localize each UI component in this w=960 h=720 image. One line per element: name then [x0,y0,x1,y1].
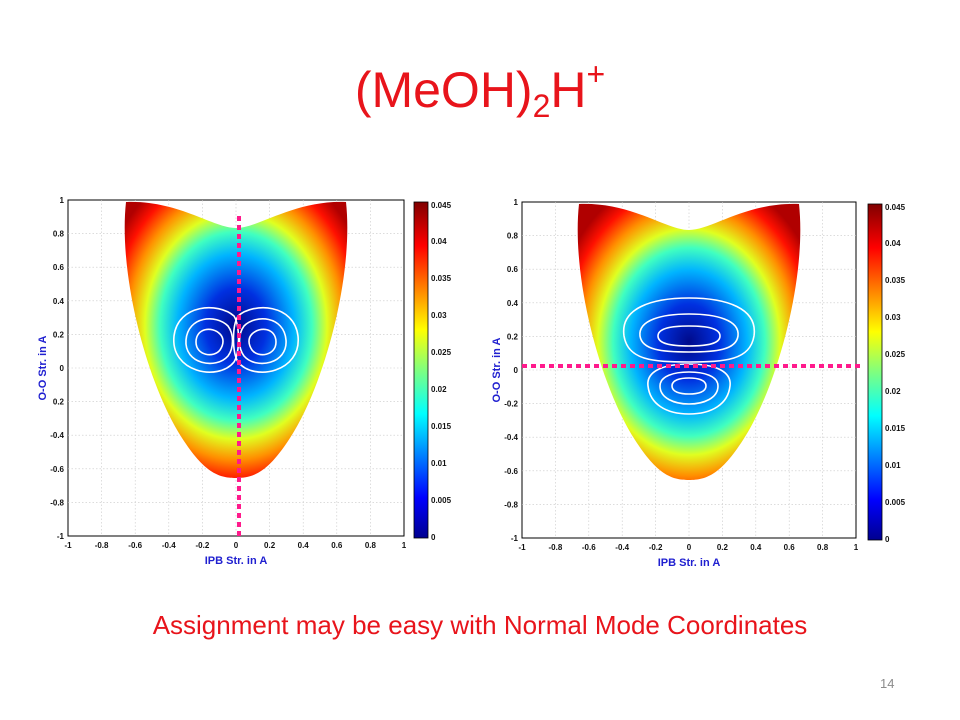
colorbar [413,201,429,539]
svg-text:0.01: 0.01 [431,459,447,468]
svg-text:0.045: 0.045 [885,203,906,212]
title-superscript: + [586,56,606,92]
svg-text:0.04: 0.04 [431,237,447,246]
svg-text:0.6: 0.6 [53,263,65,272]
slide-caption: Assignment may be easy with Normal Mode … [152,610,808,640]
svg-text:-1: -1 [518,543,526,552]
slide-title: (MeOH)2H+ [0,58,960,122]
svg-text:0.005: 0.005 [885,498,906,507]
svg-text:0.8: 0.8 [365,541,377,550]
svg-text:0.01: 0.01 [885,461,901,470]
svg-text:0.2: 0.2 [507,332,519,341]
svg-text:0: 0 [687,543,692,552]
svg-text:1: 1 [854,543,859,552]
svg-text:0.025: 0.025 [885,350,906,359]
svg-text:0: 0 [60,364,65,373]
svg-text:0.2: 0.2 [264,541,276,550]
contour-plot-ipb-cut: -1 -0.8 -0.6 -0.4 -0.2 0 0.2 0.4 0.6 0.8… [37,196,452,567]
svg-text:0.04: 0.04 [885,239,901,248]
svg-text:-0.4: -0.4 [50,431,64,440]
svg-text:1: 1 [402,541,407,550]
svg-text:-0.8: -0.8 [50,498,64,507]
svg-text:0.4: 0.4 [507,299,519,308]
colorbar-tick-labels: 0.045 0.04 0.035 0.03 0.025 0.02 0.015 0… [885,203,906,544]
y-axis-label: O-O Str. in A [491,337,503,402]
title-subscript: 2 [532,88,551,124]
svg-text:-1: -1 [511,534,519,543]
svg-text:0.4: 0.4 [298,541,310,550]
title-h: H [550,62,587,118]
svg-text:0.8: 0.8 [507,232,519,241]
svg-text:1: 1 [514,198,519,207]
svg-text:0.2: 0.2 [53,330,65,339]
svg-text:0: 0 [234,541,239,550]
svg-text:0.02: 0.02 [431,385,447,394]
svg-text:-0.6: -0.6 [128,541,142,550]
svg-text:-1: -1 [57,532,65,541]
svg-text:-0.8: -0.8 [504,500,518,509]
svg-text:0.03: 0.03 [431,311,447,320]
x-tick-labels: -1 -0.8 -0.6 -0.4 -0.2 0 0.2 0.4 0.6 0.8… [518,543,858,552]
svg-text:-0.6: -0.6 [504,467,518,476]
x-tick-labels: -1 -0.8 -0.6 -0.4 -0.2 0 0.2 0.4 0.6 0.8… [64,541,406,550]
y-axis-label: O-O Str. in A [37,335,49,400]
svg-text:0.2: 0.2 [717,543,729,552]
svg-text:0.015: 0.015 [885,424,906,433]
svg-text:0.005: 0.005 [431,496,452,505]
svg-text:-1: -1 [64,541,72,550]
page-number: 14 [880,676,895,691]
svg-text:-0.6: -0.6 [582,543,596,552]
svg-text:0.4: 0.4 [53,297,65,306]
svg-text:1: 1 [60,196,65,205]
svg-text:0: 0 [885,535,890,544]
svg-text:0.015: 0.015 [431,422,452,431]
svg-text:0.025: 0.025 [431,348,452,357]
contour-plot-oo-cut: -1 -0.8 -0.6 -0.4 -0.2 0 0.2 0.4 0.6 0.8… [491,198,906,569]
svg-text:0.035: 0.035 [431,274,452,283]
svg-text:-0.4: -0.4 [162,541,176,550]
svg-text:0.6: 0.6 [331,541,343,550]
svg-text:0.6: 0.6 [507,265,519,274]
svg-text:-0.2: -0.2 [649,543,663,552]
svg-text:0.02: 0.02 [885,387,901,396]
svg-text:0.8: 0.8 [53,230,65,239]
colorbar-tick-labels: 0.045 0.04 0.035 0.03 0.025 0.02 0.015 0… [431,201,452,542]
potential-well [577,203,801,480]
svg-text:-0.4: -0.4 [504,433,518,442]
svg-text:0.035: 0.035 [885,276,906,285]
y-tick-labels: 1 0.8 0.6 0.4 0.2 0 0.2 -0.4 -0.6 -0.8 -… [50,196,64,541]
y-tick-labels: 1 0.8 0.6 0.4 0.2 0 -0.2 -0.4 -0.6 -0.8 … [504,198,518,543]
svg-text:0.8: 0.8 [817,543,829,552]
svg-text:0.4: 0.4 [750,543,762,552]
colorbar [867,203,883,541]
svg-text:-0.2: -0.2 [504,400,518,409]
potential-well [124,201,348,478]
svg-text:0.2: 0.2 [53,398,65,407]
svg-text:-0.8: -0.8 [549,543,563,552]
svg-text:0.03: 0.03 [885,313,901,322]
svg-text:0.045: 0.045 [431,201,452,210]
svg-text:-0.2: -0.2 [196,541,210,550]
svg-text:-0.6: -0.6 [50,465,64,474]
svg-text:-0.8: -0.8 [95,541,109,550]
x-axis-label: IPB Str. in A [658,557,721,569]
svg-text:0.6: 0.6 [784,543,796,552]
svg-text:0: 0 [514,366,519,375]
x-axis-label: IPB Str. in A [205,555,268,567]
svg-text:0: 0 [431,533,436,542]
svg-text:-0.4: -0.4 [615,543,629,552]
title-main: (MeOH) [354,62,533,118]
